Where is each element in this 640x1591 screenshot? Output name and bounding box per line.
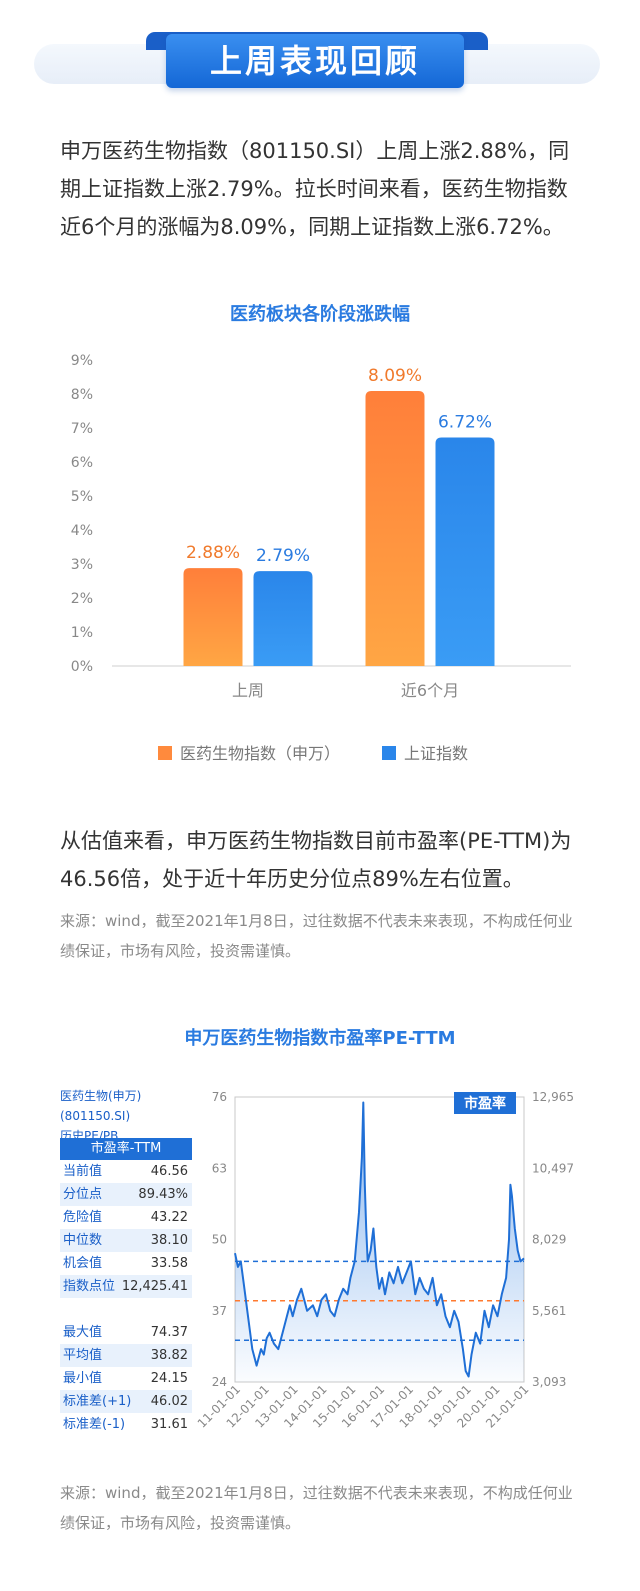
series-badge (454, 1092, 516, 1114)
bar-chart: 0% 1% 2% 3% 4% 5% 6% 7% 8% 9% 2.88% 2.79% 上周 8.09% 6.7… (71, 353, 571, 700)
y-tick-label: 5% (71, 489, 93, 505)
y-tick-label: 1% (71, 625, 93, 641)
y-tick-label: 6% (71, 455, 93, 471)
pe-row-label: 标准差(-1) (63, 1417, 126, 1432)
valuation-paragraph: 从估值来看，申万医药生物指数目前市盈率(PE-TTM)为46.56倍，处于近十年… (60, 829, 572, 891)
bar-value-label: 8.09% (368, 366, 422, 386)
pe-row-label: 分位点 (63, 1187, 103, 1202)
bar-chart-title: 医药板块各阶段涨跌幅 (230, 304, 410, 325)
y-tick-label: 4% (71, 523, 93, 539)
bar-value-label: 6.72% (438, 413, 492, 433)
pe-table-row: 最大值 74.37 (60, 1321, 192, 1344)
pe-row-label: 最小值 (63, 1371, 103, 1386)
y-right-tick-label: 8,029 (532, 1233, 566, 1247)
bar-sse (253, 571, 313, 666)
x-category-label: 近6个月 (401, 681, 459, 700)
pe-area-fill (235, 1102, 524, 1382)
y-tick-label: 9% (71, 353, 93, 369)
pe-row-value: 24.15 (150, 1371, 188, 1386)
y-tick-label: 8% (71, 387, 93, 403)
legend-item-sse: 上证指数 (382, 740, 468, 764)
section-title: 上周表现回顾 (166, 34, 464, 88)
legend-label-sse: 上证指数 (404, 744, 469, 763)
pe-table-row: 指数点位 12,425.41 (60, 1275, 192, 1298)
pe-row-label: 当前值 (63, 1164, 103, 1179)
source-note-2: 来源：wind，截至2021年1月8日，过往数据不代表未来表现，不构成任何业绩保… (60, 1484, 573, 1532)
y-left-tick-label: 24 (212, 1375, 227, 1389)
pe-row-value: 43.22 (150, 1210, 188, 1225)
y-left-tick-label: 50 (212, 1233, 227, 1247)
y-right-tick-label: 10,497 (532, 1161, 574, 1175)
legend-swatch-orange (158, 746, 172, 760)
intro-paragraph: 申万医药生物指数（801150.SI）上周上涨2.88%，同期上证指数上涨2.7… (60, 139, 570, 239)
pe-table-row: 分位点 89.43% (60, 1183, 192, 1206)
pe-row-value: 12,425.41 (121, 1279, 188, 1294)
pe-table-row: 当前值 46.56 (60, 1160, 192, 1183)
y-left-tick-label: 37 (212, 1304, 227, 1318)
pe-row-label: 标准差(+1) (63, 1394, 132, 1409)
pe-table-row: 最小值 24.15 (60, 1367, 192, 1390)
pe-row-label: 平均值 (63, 1348, 103, 1363)
bar-pharma (183, 568, 243, 666)
pe-row-label: 中位数 (63, 1233, 103, 1248)
y-right-tick-label: 12,965 (532, 1090, 574, 1104)
pe-row-value: 31.61 (150, 1417, 188, 1432)
pe-row-label: 最大值 (63, 1325, 103, 1340)
pe-table-row: 标准差(+1) 46.02 (60, 1390, 192, 1413)
bar-sse (435, 437, 495, 666)
pe-table-row: 平均值 38.82 (60, 1344, 192, 1367)
pe-chart-title: 申万医药生物指数市盈率PE-TTM (184, 1028, 456, 1049)
pe-table-caption: 医药生物(申万) (801150.SI) 历史PE/PB (60, 1086, 200, 1146)
pe-table-header: 市盈率-TTM (60, 1138, 192, 1160)
pe-table-caption-line1: 医药生物(申万) (801150.SI) (60, 1089, 142, 1123)
pe-series-line (234, 1101, 525, 1378)
x-category-label: 上周 (232, 681, 264, 700)
pe-table-row: 中位数 38.10 (60, 1229, 192, 1252)
pe-row-label: 机会值 (63, 1256, 103, 1271)
y-left-tick-label: 63 (212, 1161, 227, 1175)
pe-row-label: 危险值 (63, 1210, 103, 1225)
y-tick-label: 3% (71, 557, 93, 573)
legend-swatch-blue (382, 746, 396, 760)
pe-row-value: 33.58 (150, 1256, 188, 1271)
y-left-tick-label: 76 (212, 1090, 227, 1104)
pe-stats-table: 市盈率-TTM 当前值 46.56 分位点 89.43% 危险值 43.22 中位数 38.1… (60, 1138, 192, 1298)
pe-table-row: 标准差(-1) 31.61 (60, 1413, 192, 1436)
bar-value-label: 2.88% (186, 543, 240, 563)
pe-row-value: 38.82 (150, 1348, 188, 1363)
pe-table-rows-a: 当前值 46.56 分位点 89.43% 危险值 43.22 中位数 38.10 机会值 33.5… (60, 1160, 192, 1298)
y-tick-label: 7% (71, 421, 93, 437)
y-right-tick-label: 3,093 (532, 1375, 566, 1389)
legend-item-pharma: 医药生物指数（申万） (158, 740, 340, 764)
pe-row-value: 74.37 (150, 1325, 188, 1340)
pe-table-rows-b: 最大值 74.37 平均值 38.82 最小值 24.15 标准差(+1) 46.02 标准差(… (60, 1321, 192, 1436)
legend-label-pharma: 医药生物指数（申万） (180, 744, 341, 763)
pe-row-value: 89.43% (138, 1187, 188, 1202)
pe-row-label: 指数点位 (63, 1279, 116, 1294)
y-tick-label: 0% (71, 659, 93, 675)
series-badge-label: 市盈率 (464, 1095, 506, 1112)
pe-row-value: 38.10 (150, 1233, 188, 1248)
y-tick-label: 2% (71, 591, 93, 607)
source-note: 来源：wind，截至2021年1月8日，过往数据不代表未来表现，不构成任何业绩保… (60, 912, 573, 960)
bar-value-label: 2.79% (256, 546, 310, 566)
y-right-tick-label: 5,561 (532, 1304, 566, 1318)
pe-row-value: 46.56 (150, 1164, 188, 1179)
pe-row-value: 46.02 (150, 1394, 188, 1409)
pe-table-row: 机会值 33.58 (60, 1252, 192, 1275)
pe-stats-table-2: 最大值 74.37 平均值 38.82 最小值 24.15 标准差(+1) 46.02 标准差(… (60, 1321, 192, 1436)
pe-table-row: 危险值 43.22 (60, 1206, 192, 1229)
pe-line-chart: 76 63 50 37 24 12,965 10,497 8,029 5,561 3,093 市盈率… (196, 1090, 574, 1431)
bar-pharma (365, 390, 425, 666)
